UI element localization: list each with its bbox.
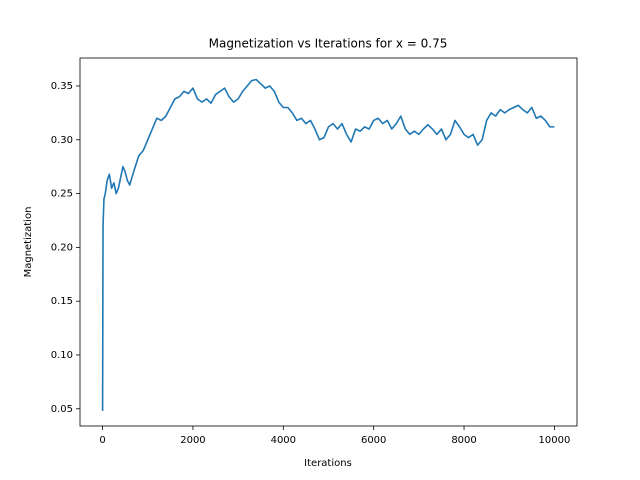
y-tick-label: 0.35 (51, 81, 73, 92)
y-tick-label: 0.05 (51, 404, 73, 415)
x-tick-label: 4000 (271, 435, 296, 446)
x-tick-label: 8000 (451, 435, 476, 446)
y-tick-label: 0.25 (51, 189, 73, 200)
y-tick-label: 0.30 (51, 135, 73, 146)
x-tick-label: 6000 (361, 435, 386, 446)
y-tick-label: 0.20 (51, 242, 73, 253)
chart-title: Magnetization vs Iterations for x = 0.75 (209, 37, 448, 51)
data-line (101, 78, 555, 411)
x-tick-label: 10000 (539, 435, 571, 446)
y-tick-label: 0.10 (51, 350, 73, 361)
x-tick-label: 2000 (180, 435, 205, 446)
x-tick-label: 0 (99, 435, 105, 446)
x-axis-label: Iterations (304, 458, 352, 469)
y-tick-label: 0.15 (51, 296, 73, 307)
y-axis-label: Magnetization (23, 207, 34, 278)
plot-frame (79, 57, 578, 427)
